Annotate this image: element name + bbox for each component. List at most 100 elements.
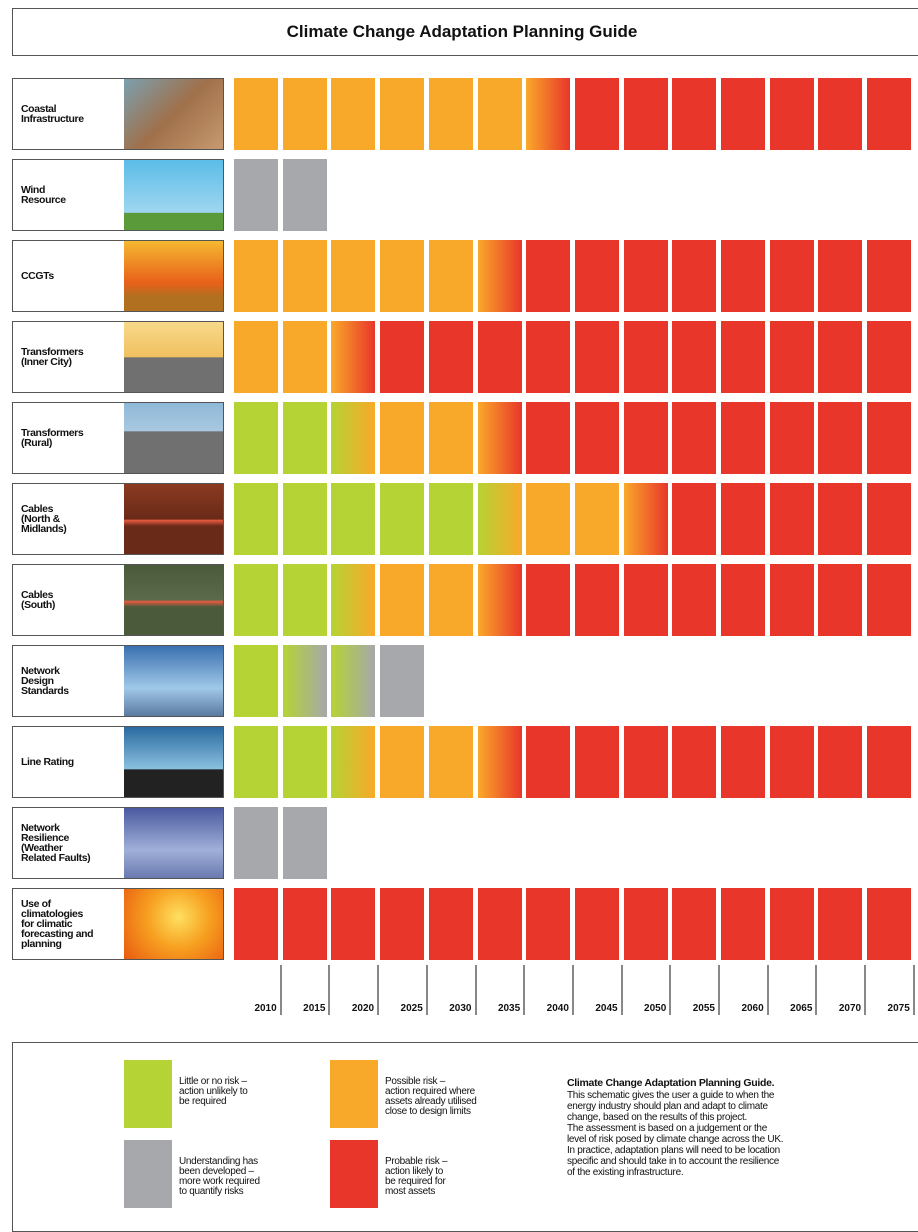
risk-cell	[574, 888, 619, 960]
risk-cell	[234, 321, 278, 393]
row-label: (Weather	[21, 842, 63, 854]
risk-cell	[721, 240, 765, 312]
risk-cell	[234, 888, 278, 960]
risk-cell	[331, 240, 376, 312]
legend-text: be required for	[385, 1176, 446, 1187]
legend-text: action required where	[385, 1086, 475, 1097]
legend-swatch	[124, 1060, 172, 1128]
year-tick	[718, 965, 720, 1015]
risk-cell	[234, 240, 278, 312]
year-tick	[815, 965, 818, 1015]
year-tick	[766, 965, 769, 1015]
risk-cell	[526, 402, 571, 474]
year-tick	[377, 965, 380, 1015]
risk-cell	[234, 78, 278, 150]
legend-swatch	[330, 1060, 378, 1128]
risk-cell	[380, 483, 425, 555]
risk-cell	[867, 888, 912, 960]
year-tick	[523, 965, 526, 1015]
risk-cell	[721, 726, 765, 798]
risk-cell	[623, 321, 668, 393]
risk-cell	[477, 78, 522, 150]
description-text: This schematic gives the user a guide to…	[567, 1090, 775, 1101]
risk-cell	[477, 888, 522, 960]
row-label: Coastal	[21, 103, 57, 115]
row-label-box	[12, 564, 224, 636]
risk-cell	[477, 321, 522, 393]
risk-cell	[331, 78, 376, 150]
risk-cell	[623, 402, 668, 474]
year-tick	[912, 965, 915, 1015]
row-label: Transformers	[21, 346, 84, 358]
year-tick	[474, 965, 477, 1015]
risk-cell	[769, 321, 814, 393]
row-label-box	[12, 726, 224, 798]
risk-cell	[769, 483, 814, 555]
risk-cell	[380, 888, 425, 960]
risk-cell	[623, 888, 668, 960]
row-label: (South)	[21, 599, 55, 611]
risk-cell	[672, 78, 717, 150]
risk-cell	[818, 564, 863, 636]
year-label: 2065	[790, 1003, 813, 1014]
row-label: Line Rating	[21, 756, 74, 768]
year-label: 2035	[497, 1003, 521, 1014]
risk-cell	[818, 321, 863, 393]
risk-cell	[867, 402, 912, 474]
risk-cell	[282, 564, 327, 636]
risk-cell	[672, 483, 717, 555]
risk-cell	[574, 402, 619, 474]
risk-cell	[867, 240, 912, 312]
legend-text: to quantify risks	[179, 1186, 244, 1197]
risk-cell	[574, 240, 619, 312]
row-label-box	[12, 240, 224, 312]
risk-cell	[623, 726, 668, 798]
risk-cell	[526, 78, 571, 150]
year-label: 2060	[741, 1003, 764, 1014]
risk-cell	[721, 564, 765, 636]
row-thumbnail	[124, 484, 223, 554]
risk-cell	[380, 726, 425, 798]
risk-cell	[526, 888, 571, 960]
year-label: 2045	[595, 1003, 618, 1014]
risk-cell	[331, 726, 376, 798]
description-text: energy industry should plan and adapt to…	[567, 1101, 768, 1112]
row-label: CCGTs	[21, 270, 54, 282]
year-label: 2050	[644, 1003, 667, 1014]
row-thumbnail	[124, 646, 223, 716]
description-text: of the existing infrastructure.	[567, 1167, 684, 1178]
risk-cell	[672, 240, 717, 312]
legend-text: more work required	[179, 1176, 260, 1187]
row-label: Network	[21, 665, 60, 677]
risk-cell	[867, 564, 912, 636]
risk-cell	[867, 321, 912, 393]
row-label-box	[12, 321, 224, 393]
risk-cell	[234, 726, 278, 798]
risk-cell	[428, 78, 473, 150]
risk-cell	[282, 807, 327, 879]
risk-cell	[867, 726, 912, 798]
risk-cell	[428, 240, 473, 312]
legend-text: been developed –	[179, 1166, 254, 1177]
risk-cell	[526, 564, 571, 636]
row-thumbnail	[124, 565, 223, 635]
risk-cell	[721, 321, 765, 393]
legend-text: action unlikely to	[179, 1086, 248, 1097]
risk-cell	[428, 321, 473, 393]
risk-cell	[282, 726, 327, 798]
risk-cell	[282, 78, 327, 150]
risk-cell	[623, 240, 668, 312]
risk-cell	[818, 78, 863, 150]
legend-text: close to design limits	[385, 1106, 471, 1117]
year-tick	[279, 965, 282, 1015]
risk-cell	[818, 240, 863, 312]
risk-cell	[867, 483, 912, 555]
risk-cell	[574, 483, 619, 555]
legend-swatch	[124, 1140, 172, 1208]
risk-cell	[380, 564, 425, 636]
year-tick	[425, 965, 428, 1015]
risk-cell	[721, 888, 765, 960]
year-label: 2075	[887, 1003, 910, 1014]
risk-cell	[818, 726, 863, 798]
row-thumbnail	[124, 241, 223, 311]
